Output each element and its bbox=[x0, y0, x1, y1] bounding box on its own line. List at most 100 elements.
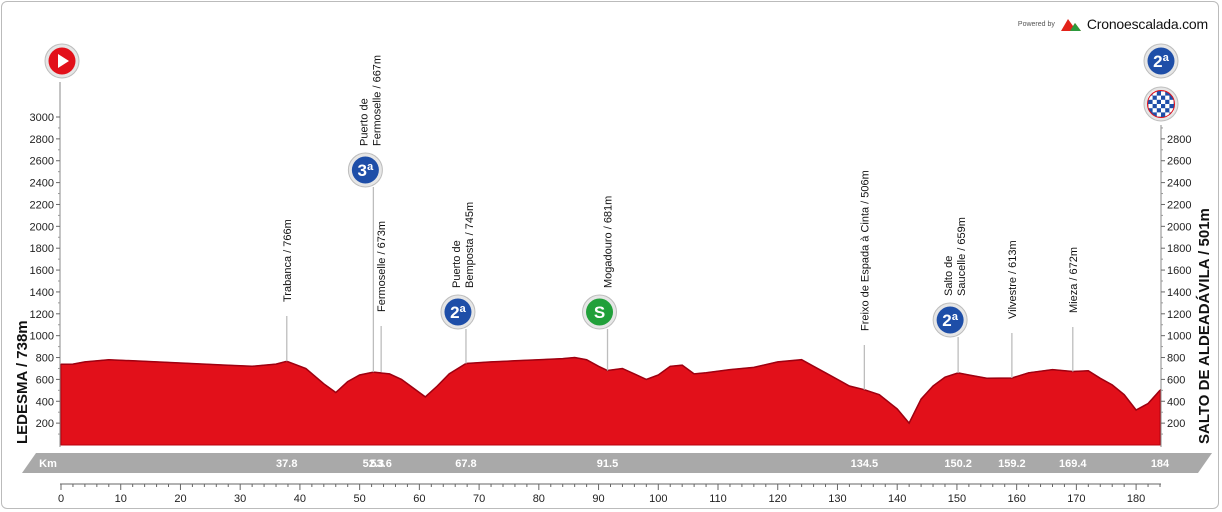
axes-layer: 2004006008001000120014001600180020002200… bbox=[14, 82, 1213, 505]
km-strip-label: 184 bbox=[1151, 458, 1170, 470]
y-tick-label-right: 2800 bbox=[1167, 134, 1191, 146]
y-tick-label-right: 200 bbox=[1167, 418, 1185, 430]
checkpoint-label: Salto de bbox=[943, 256, 955, 296]
finish-checker-square bbox=[1148, 95, 1153, 100]
km-strip bbox=[22, 453, 1212, 473]
checkpoint-label-line2: Bemposta / 745m bbox=[464, 202, 476, 288]
x-tick-label: 80 bbox=[533, 493, 545, 505]
start-badge bbox=[44, 43, 80, 79]
brand-name: Cronoescalada.com bbox=[1086, 16, 1208, 32]
checkpoint-label: Trabanca / 766m bbox=[282, 219, 294, 302]
x-tick-label: 0 bbox=[58, 493, 64, 505]
brand[interactable]: Powered by Cronoescalada.com bbox=[1018, 14, 1208, 34]
y-tick-label-left: 2600 bbox=[30, 156, 54, 168]
finish-checker-square bbox=[1165, 104, 1170, 109]
badge-text: 2ª bbox=[1153, 52, 1169, 71]
badge-text: S bbox=[594, 303, 605, 322]
y-tick-label-left: 1800 bbox=[30, 243, 54, 255]
y-tick-label-left: 1400 bbox=[30, 287, 54, 299]
x-tick-label: 170 bbox=[1067, 493, 1085, 505]
y-tick-label-right: 1000 bbox=[1167, 331, 1191, 343]
y-tick-label-left: 400 bbox=[36, 396, 54, 408]
finish-badge bbox=[1143, 86, 1179, 122]
checkpoint-label: Mogadouro / 681m bbox=[603, 196, 615, 288]
km-strip-label: 159.2 bbox=[998, 458, 1026, 470]
x-tick-label: 120 bbox=[769, 493, 787, 505]
finish-label: SALTO DE ALDEADÁVILA / 501m bbox=[1196, 208, 1213, 444]
km-strip-label: 134.5 bbox=[851, 458, 879, 470]
x-tick-label: 130 bbox=[828, 493, 846, 505]
checkpoint-label-line2: Saucelle / 659m bbox=[956, 217, 968, 296]
badge-disc bbox=[1147, 47, 1175, 75]
badge-disc bbox=[936, 306, 964, 334]
finish-checker-square bbox=[1161, 91, 1166, 96]
finish-checker-square bbox=[1169, 108, 1174, 113]
km-strip-label: 37.8 bbox=[276, 458, 297, 470]
x-tick-label: 180 bbox=[1127, 493, 1145, 505]
y-tick-label-right: 2600 bbox=[1167, 156, 1191, 168]
finish-checker-square bbox=[1156, 95, 1161, 100]
start-play-icon bbox=[58, 54, 69, 68]
checkpoint-label: Vilvestre / 613m bbox=[1007, 240, 1019, 319]
finish-checker-square bbox=[1165, 95, 1170, 100]
checkpoint-label: Puerto de bbox=[451, 240, 463, 288]
y-tick-label-left: 200 bbox=[36, 418, 54, 430]
powered-by-label: Powered by bbox=[1017, 20, 1055, 28]
y-tick-label-right: 600 bbox=[1167, 374, 1185, 386]
y-tick-label-right: 1400 bbox=[1167, 287, 1191, 299]
checkpoint-badge: S bbox=[582, 294, 618, 330]
badge-text: 3ª bbox=[358, 161, 374, 180]
y-tick-label-right: 1600 bbox=[1167, 265, 1191, 277]
x-tick-label: 160 bbox=[1007, 493, 1025, 505]
finish-checker-square bbox=[1156, 112, 1161, 117]
finish-checker-square bbox=[1165, 112, 1170, 117]
badge-disc bbox=[351, 156, 379, 184]
checkpoint-badge: 2ª bbox=[440, 294, 476, 330]
y-tick-label-right: 800 bbox=[1167, 353, 1185, 365]
finish-checker-square bbox=[1148, 104, 1153, 109]
finish-checkered-icon bbox=[1147, 90, 1175, 118]
y-tick-label-left: 1600 bbox=[30, 265, 54, 277]
checkpoint-label: Fermoselle / 673m bbox=[376, 221, 388, 312]
badge-text: 2ª bbox=[942, 311, 958, 330]
finish-checker-square bbox=[1152, 108, 1157, 113]
x-tick-label: 60 bbox=[413, 493, 425, 505]
y-tick-label-left: 1000 bbox=[30, 331, 54, 343]
y-tick-label-right: 1200 bbox=[1167, 309, 1191, 321]
profile-layer bbox=[60, 356, 1161, 446]
y-tick-label-left: 800 bbox=[36, 353, 54, 365]
y-tick-label-left: 2200 bbox=[30, 199, 54, 211]
finish-checker-square bbox=[1169, 99, 1174, 104]
checkpoint-label-line2: Fermoselle / 667m bbox=[371, 55, 383, 146]
km-strip-label: 67.8 bbox=[455, 458, 476, 470]
finish-checker-square bbox=[1156, 104, 1161, 109]
x-tick-label: 150 bbox=[948, 493, 966, 505]
x-tick-label: 100 bbox=[649, 493, 667, 505]
finish-checker-square bbox=[1161, 99, 1166, 104]
x-tick-label: 140 bbox=[888, 493, 906, 505]
y-tick-label-right: 2400 bbox=[1167, 178, 1191, 190]
y-tick-label-left: 2000 bbox=[30, 221, 54, 233]
checkpoint-badge: 3ª bbox=[347, 152, 383, 188]
y-tick-label-left: 2800 bbox=[30, 134, 54, 146]
finish-checker-square bbox=[1152, 91, 1157, 96]
checkpoint-label: Mieza / 672m bbox=[1068, 247, 1080, 313]
elevation-line bbox=[60, 356, 1161, 425]
checkpoint-label: Puerto de bbox=[358, 98, 370, 146]
x-tick-label: 20 bbox=[174, 493, 186, 505]
start-label: LEDESMA / 738m bbox=[14, 320, 31, 444]
km-strip-label: 150.2 bbox=[944, 458, 972, 470]
y-tick-label-left: 1200 bbox=[30, 309, 54, 321]
km-strip-label: 53.6 bbox=[370, 458, 391, 470]
y-tick-label-right: 2200 bbox=[1167, 199, 1191, 211]
x-tick-label: 70 bbox=[473, 493, 485, 505]
km-strip-axis-label: Km bbox=[39, 458, 57, 470]
km-strip-label: 52.3 bbox=[363, 458, 384, 470]
finish-climb-badge: 2ª bbox=[1143, 43, 1179, 79]
y-tick-label-left: 600 bbox=[36, 374, 54, 386]
finish-checker-square bbox=[1161, 108, 1166, 113]
x-tick-label: 50 bbox=[354, 493, 366, 505]
